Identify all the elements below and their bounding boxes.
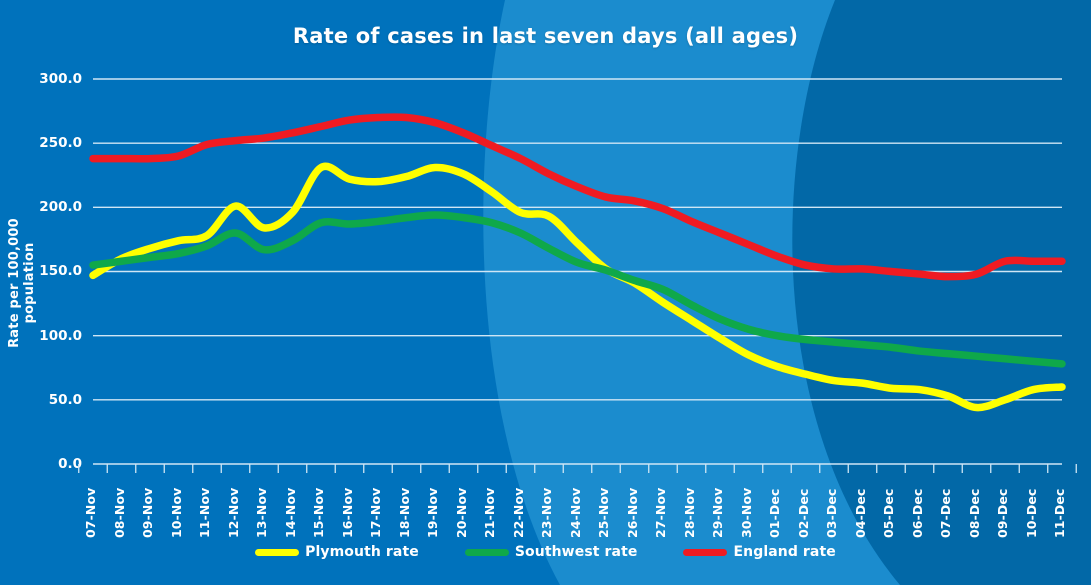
legend-swatch-plymouth bbox=[255, 548, 300, 556]
x-tick-label: 04-Dec bbox=[852, 488, 868, 538]
x-tick-label: 22-Nov bbox=[510, 487, 526, 538]
data-series bbox=[89, 113, 1066, 412]
x-tick-label: 18-Nov bbox=[396, 487, 412, 538]
x-tick-label: 02-Dec bbox=[795, 488, 811, 538]
x-tick-label: 13-Nov bbox=[254, 487, 269, 538]
x-tick-label: 08-Nov bbox=[111, 487, 127, 538]
x-tick-label: 10-Dec bbox=[1023, 488, 1039, 538]
x-tick-label: 17-Nov bbox=[368, 487, 383, 538]
page-title: Rate of cases in last seven days (all ag… bbox=[292, 24, 799, 48]
x-tick-label: 05-Dec bbox=[881, 488, 896, 538]
x-axis-tick-labels: 07-Nov 08-Nov 09-Nov 10-Nov 11-Nov 12-Nov 13-N… bbox=[0, 470, 1091, 538]
x-tick-label: 06-Dec bbox=[909, 488, 925, 538]
legend-label-southwest: Southwest rate bbox=[514, 544, 638, 560]
legend-item-england[interactable]: England rate bbox=[683, 544, 836, 560]
x-tick-label: 27-Nov bbox=[653, 487, 668, 538]
x-tick-label: 07-Nov bbox=[83, 487, 98, 538]
background-arc-dark bbox=[792, 0, 1091, 585]
x-tick-label: 08-Dec bbox=[966, 488, 982, 538]
series-line-plymouth-rate bbox=[89, 162, 1066, 412]
x-tick-label: 23-Nov bbox=[539, 487, 554, 538]
x-tick-label: 25-Nov bbox=[596, 487, 611, 538]
x-tick-label: 11-Dec bbox=[1052, 488, 1067, 538]
x-tick-label: 03-Dec bbox=[824, 488, 839, 538]
x-tick-label: 09-Nov bbox=[140, 487, 155, 538]
x-tick-label: 30-Nov bbox=[738, 487, 754, 538]
y-axis-tick-labels: 300.0 250.0 200.0 150.0 100.0 50.0 0.0 bbox=[22, 0, 82, 585]
legend-label-plymouth: Plymouth rate bbox=[305, 544, 419, 560]
x-tick-label: 12-Nov bbox=[225, 487, 241, 538]
legend-swatch-england bbox=[683, 548, 728, 556]
x-tick-label: 28-Nov bbox=[681, 487, 697, 538]
x-tick-label: 24-Nov bbox=[567, 487, 583, 538]
x-tick-label: 29-Nov bbox=[710, 487, 725, 538]
x-tick-label: 07-Dec bbox=[938, 488, 953, 538]
y-tick-label: 250.0 bbox=[39, 135, 82, 151]
x-tick-label: 15-Nov bbox=[311, 487, 326, 538]
legend-item-southwest[interactable]: Southwest rate bbox=[464, 544, 638, 560]
x-tick-label: 19-Nov bbox=[425, 487, 440, 538]
x-tick-label: 16-Nov bbox=[339, 487, 355, 538]
series-line-england-rate bbox=[89, 113, 1066, 281]
legend-item-plymouth[interactable]: Plymouth rate bbox=[255, 544, 419, 560]
y-tick-label: 50.0 bbox=[48, 392, 82, 408]
y-tick-label: 200.0 bbox=[39, 199, 82, 215]
x-axis-ticks bbox=[78, 464, 1077, 473]
x-tick-label: 20-Nov bbox=[453, 487, 469, 538]
y-tick-label: 0.0 bbox=[58, 456, 82, 472]
x-tick-label: 26-Nov bbox=[624, 487, 640, 538]
x-tick-label: 21-Nov bbox=[482, 487, 497, 538]
chart-legend: Plymouth rate Southwest rate England rat… bbox=[0, 544, 1091, 560]
y-tick-label: 150.0 bbox=[39, 263, 82, 279]
x-tick-label: 14-Nov bbox=[282, 487, 298, 538]
x-tick-label: 10-Nov bbox=[168, 487, 184, 538]
legend-swatch-southwest bbox=[464, 548, 509, 556]
x-tick-label: 11-Nov bbox=[197, 487, 212, 538]
legend-label-england: England rate bbox=[733, 544, 836, 560]
series-line-southwest-rate bbox=[89, 211, 1066, 368]
y-tick-label: 300.0 bbox=[39, 71, 82, 87]
x-tick-label: 01-Dec bbox=[767, 488, 782, 538]
y-tick-label: 100.0 bbox=[39, 328, 82, 344]
x-tick-label: 09-Dec bbox=[995, 488, 1010, 538]
